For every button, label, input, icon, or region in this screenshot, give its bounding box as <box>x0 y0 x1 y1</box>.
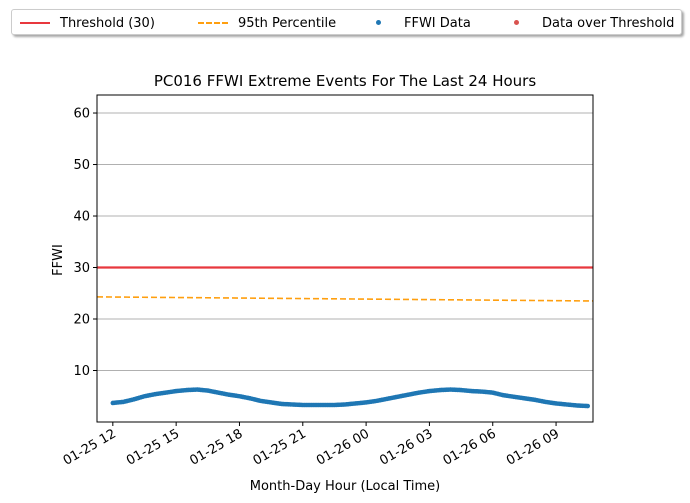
legend: Threshold (30) 95th Percentile FFWI Data… <box>11 9 682 35</box>
x-tick-label: 01-25 15 <box>124 426 182 468</box>
y-axis-label: FFWI <box>51 244 66 276</box>
dashed-line-swatch <box>196 14 230 32</box>
y-tick-label: 20 <box>73 313 90 328</box>
legend-label-percentile: 95th Percentile <box>238 15 337 31</box>
y-tick-label: 40 <box>73 210 90 225</box>
y-tick-label: 50 <box>73 158 90 173</box>
legend-item-data: FFWI Data <box>362 14 471 32</box>
x-tick-label: 01-26 09 <box>504 426 562 468</box>
legend-label-data: FFWI Data <box>404 15 471 31</box>
legend-item-threshold: Threshold (30) <box>18 14 155 32</box>
y-tick-label: 10 <box>73 364 90 379</box>
dot-swatch-blue <box>362 14 396 32</box>
legend-label-over: Data over Threshold <box>542 15 675 31</box>
x-axis-label: Month-Day Hour (Local Time) <box>250 479 440 494</box>
chart-title: PC016 FFWI Extreme Events For The Last 2… <box>154 72 537 90</box>
x-tick-label: 01-25 21 <box>251 426 309 468</box>
x-tick-label: 01-26 06 <box>441 426 499 468</box>
ffwi-data-point <box>585 403 591 409</box>
y-tick-label: 30 <box>73 261 90 276</box>
y-tick-label: 60 <box>73 107 90 122</box>
percentile-line <box>96 296 594 302</box>
x-tick-label: 01-25 18 <box>187 426 245 468</box>
grid-lines <box>97 112 593 372</box>
legend-label-threshold: Threshold (30) <box>60 15 155 31</box>
plot-frame <box>96 94 594 423</box>
x-tick-label: 01-25 12 <box>61 426 119 468</box>
solid-line-swatch <box>18 14 52 32</box>
legend-item-percentile: 95th Percentile <box>196 14 336 32</box>
series-layer <box>96 266 594 409</box>
ffwi-data-points <box>110 387 591 409</box>
x-tick-label: 01-26 00 <box>314 426 372 468</box>
x-tick-label: 01-26 03 <box>377 426 435 468</box>
legend-item-over: Data over Threshold <box>500 14 674 32</box>
dot-swatch-red <box>500 14 534 32</box>
